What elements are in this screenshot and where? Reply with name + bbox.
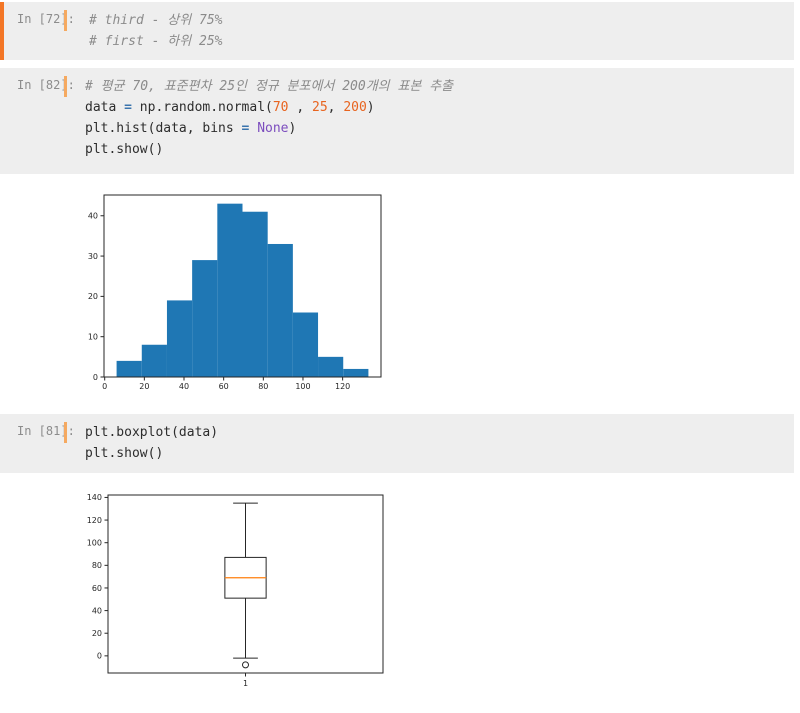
cursor-indicator-icon: [64, 422, 67, 443]
output-area-boxplot: 0 20 40 60 80 100 120 140 1: [0, 473, 800, 713]
svg-text:10: 10: [88, 332, 98, 341]
input-prompt: In [72]:: [17, 12, 75, 26]
svg-text:20: 20: [88, 292, 98, 301]
code-line: plt.boxplot(data): [85, 425, 219, 440]
input-prompt: In [82]:: [17, 78, 75, 92]
boxplot-output-image: 0 20 40 60 80 100 120 140 1: [85, 486, 800, 695]
code-cell-81[interactable]: In [81]: plt.boxplot(data) plt.show(): [0, 414, 794, 473]
histogram-figure: 0 20 40 60 80 100 120 0 10 20 30 40: [0, 174, 800, 394]
code-cell-72[interactable]: In [72]: # third - 상위 75% # first - 하위 25…: [0, 2, 794, 60]
svg-text:0: 0: [97, 652, 102, 661]
cursor-indicator-icon: [64, 10, 67, 31]
svg-text:100: 100: [295, 382, 310, 390]
svg-text:120: 120: [87, 516, 102, 525]
svg-text:80: 80: [258, 382, 268, 390]
input-prompt: In [81]:: [17, 424, 75, 438]
code-editor[interactable]: # third - 상위 75% # first - 하위 25%: [89, 2, 794, 52]
svg-text:60: 60: [92, 584, 102, 593]
code-editor[interactable]: plt.boxplot(data) plt.show(): [85, 414, 794, 464]
code-line: plt.show(): [85, 446, 164, 461]
svg-text:40: 40: [179, 382, 189, 390]
svg-text:80: 80: [92, 561, 102, 570]
svg-text:1: 1: [243, 679, 248, 688]
code-line: # 평균 70, 표준편차 25인 정규 분포에서 200개의 표본 추출: [85, 79, 454, 94]
svg-text:20: 20: [139, 382, 149, 390]
boxplot-figure: 0 20 40 60 80 100 120 140 1: [0, 473, 800, 695]
histogram-output-image: 0 20 40 60 80 100 120 0 10 20 30 40: [85, 187, 800, 394]
code-line: # third - 상위 75%: [89, 13, 223, 28]
svg-text:0: 0: [93, 373, 98, 382]
code-line: plt.show(): [85, 142, 164, 157]
svg-text:0: 0: [102, 382, 107, 390]
svg-text:20: 20: [92, 629, 102, 638]
svg-text:30: 30: [88, 252, 98, 261]
svg-text:120: 120: [335, 382, 350, 390]
svg-text:40: 40: [92, 606, 102, 615]
output-area-histogram: 0 20 40 60 80 100 120 0 10 20 30 40: [0, 174, 800, 414]
code-line: # first - 하위 25%: [89, 34, 223, 49]
cursor-indicator-icon: [64, 76, 67, 97]
code-editor[interactable]: # 평균 70, 표준편차 25인 정규 분포에서 200개의 표본 추출 dat…: [85, 68, 794, 160]
code-line: data = np.random.normal(70 , 25, 200): [85, 100, 375, 115]
svg-text:60: 60: [219, 382, 229, 390]
code-cell-82[interactable]: In [82]: # 평균 70, 표준편차 25인 정규 분포에서 200개의…: [0, 68, 794, 174]
code-line: plt.hist(data, bins = None): [85, 121, 297, 136]
svg-text:100: 100: [87, 538, 102, 547]
svg-text:40: 40: [88, 212, 98, 221]
svg-text:140: 140: [87, 493, 102, 502]
